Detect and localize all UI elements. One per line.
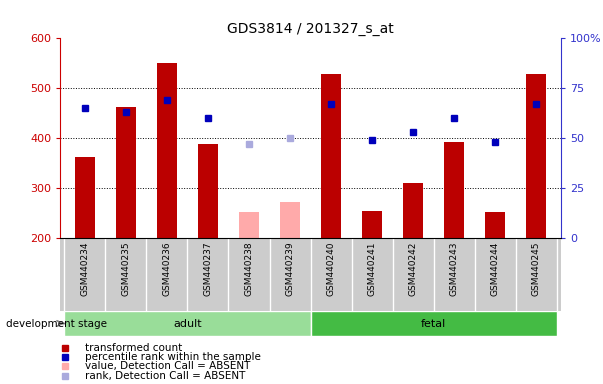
Text: GSM440243: GSM440243 <box>450 242 459 296</box>
Text: adult: adult <box>173 318 202 329</box>
Text: GSM440236: GSM440236 <box>162 242 171 296</box>
Text: GSM440245: GSM440245 <box>532 242 541 296</box>
Bar <box>116 107 136 238</box>
Title: GDS3814 / 201327_s_at: GDS3814 / 201327_s_at <box>227 22 394 36</box>
Text: development stage: development stage <box>6 318 107 329</box>
Text: GSM440235: GSM440235 <box>121 242 130 296</box>
Text: GSM440241: GSM440241 <box>368 242 377 296</box>
Bar <box>403 183 423 238</box>
Text: percentile rank within the sample: percentile rank within the sample <box>86 353 261 362</box>
Bar <box>444 142 464 238</box>
Bar <box>526 74 546 238</box>
Text: GSM440239: GSM440239 <box>286 242 294 296</box>
Bar <box>65 311 311 336</box>
Bar <box>280 202 300 238</box>
Bar <box>362 210 382 238</box>
Bar <box>198 144 218 238</box>
Bar <box>311 311 557 336</box>
Text: fetal: fetal <box>421 318 446 329</box>
Bar <box>75 157 95 238</box>
Text: rank, Detection Call = ABSENT: rank, Detection Call = ABSENT <box>86 371 245 381</box>
Text: value, Detection Call = ABSENT: value, Detection Call = ABSENT <box>86 361 251 371</box>
Bar <box>321 74 341 238</box>
Text: GSM440234: GSM440234 <box>80 242 89 296</box>
Text: transformed count: transformed count <box>86 343 183 353</box>
Bar <box>485 212 505 238</box>
Text: GSM440240: GSM440240 <box>327 242 335 296</box>
Text: GSM440244: GSM440244 <box>491 242 500 296</box>
Text: GSM440242: GSM440242 <box>409 242 418 296</box>
Text: GSM440237: GSM440237 <box>203 242 212 296</box>
Text: GSM440238: GSM440238 <box>244 242 253 296</box>
Bar <box>157 63 177 238</box>
Bar <box>239 212 259 238</box>
